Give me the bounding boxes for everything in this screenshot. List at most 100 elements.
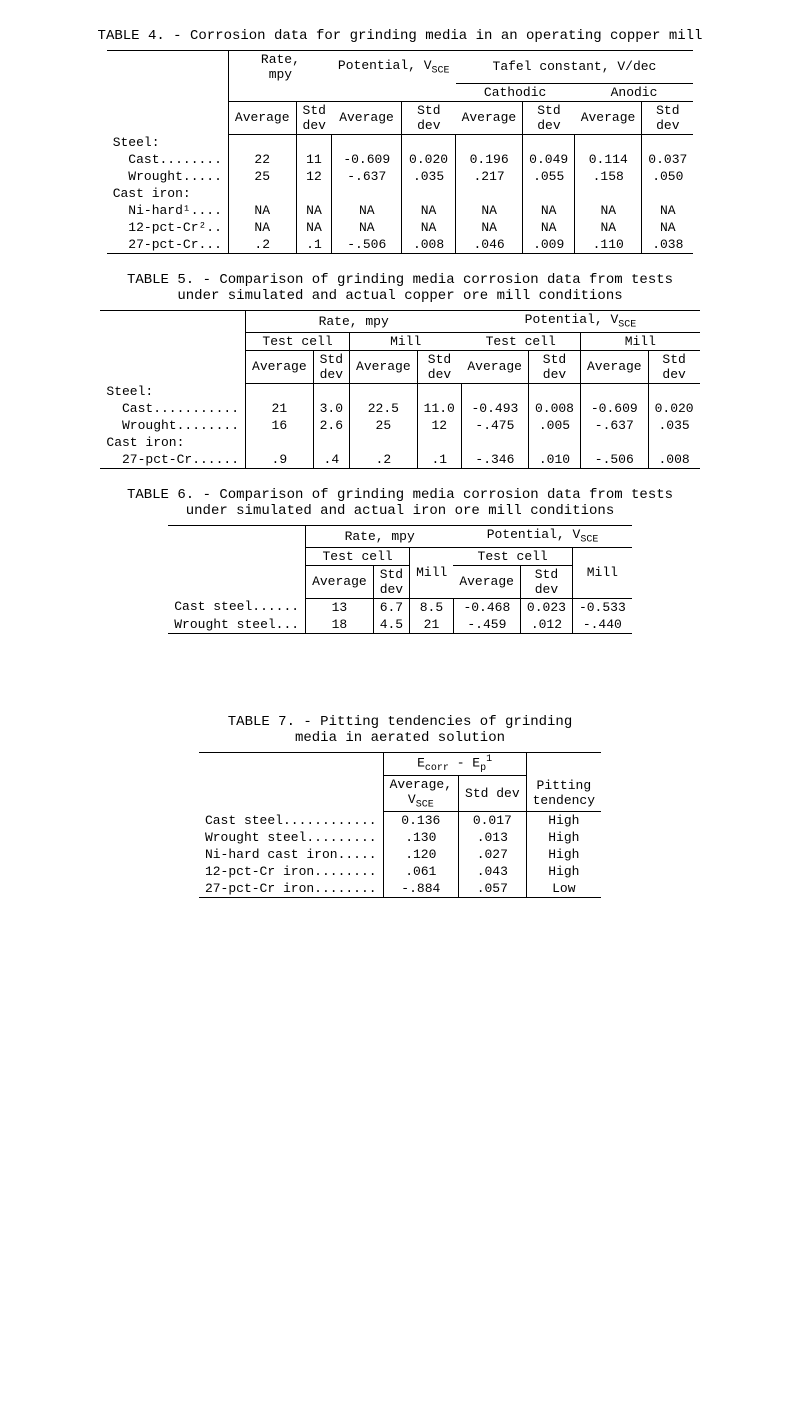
- table-cell: .1: [417, 451, 461, 469]
- table-cell: [461, 434, 528, 451]
- table-cell: High: [526, 829, 601, 846]
- table-cell: [246, 434, 314, 451]
- table-cell: -.506: [332, 236, 402, 254]
- table-cell: [417, 434, 461, 451]
- table-cell: 22: [228, 151, 296, 168]
- table-cell: -.346: [461, 451, 528, 469]
- table6-title: TABLE 6. - Comparison of grinding media …: [12, 487, 788, 519]
- table-row-label: Wrought steel.........: [199, 829, 383, 846]
- table-cell: [648, 383, 700, 400]
- table-cell: [580, 383, 648, 400]
- table-cell: .110: [575, 236, 642, 254]
- table-cell: NA: [296, 219, 332, 236]
- table-cell: 3.0: [313, 400, 349, 417]
- t6-h-pot: Potential, VSCE: [453, 526, 631, 548]
- t7-h-avg: Average, VSCE: [383, 775, 458, 812]
- table-cell: NA: [296, 202, 332, 219]
- t4-h-rate: Rate, mpy: [228, 51, 332, 84]
- table-cell: High: [526, 863, 601, 880]
- table-cell: .158: [575, 168, 642, 185]
- table-cell: 0.136: [383, 812, 458, 830]
- table5-title: TABLE 5. - Comparison of grinding media …: [12, 272, 788, 304]
- table-cell: [350, 434, 418, 451]
- table-cell: .043: [459, 863, 527, 880]
- table-cell: -0.533: [572, 598, 631, 616]
- table-cell: NA: [402, 202, 456, 219]
- t4-h-cathodic: Cathodic: [456, 83, 575, 101]
- t4-h-pot: Potential, VSCE: [332, 51, 456, 84]
- table-cell: .2: [350, 451, 418, 469]
- table-row-label: Ni-hard¹....: [107, 202, 229, 219]
- table-cell: 11: [296, 151, 332, 168]
- table-cell: .013: [459, 829, 527, 846]
- table-row-label: 12-pct-Cr iron........: [199, 863, 383, 880]
- table-cell: .010: [528, 451, 580, 469]
- table-cell: NA: [402, 219, 456, 236]
- table-cell: [528, 383, 580, 400]
- table-cell: .050: [642, 168, 694, 185]
- table-cell: [296, 185, 332, 202]
- table-cell: .035: [402, 168, 456, 185]
- table-cell: [313, 434, 349, 451]
- table-cell: .005: [528, 417, 580, 434]
- table-cell: [523, 134, 575, 151]
- table-cell: .2: [228, 236, 296, 254]
- table-cell: 25: [228, 168, 296, 185]
- table-cell: .061: [383, 863, 458, 880]
- table-cell: 0.020: [402, 151, 456, 168]
- table-cell: 18: [306, 616, 374, 634]
- table7-title: TABLE 7. - Pitting tendencies of grindin…: [12, 714, 788, 746]
- table-cell: NA: [642, 202, 694, 219]
- table-cell: 16: [246, 417, 314, 434]
- table-cell: -.475: [461, 417, 528, 434]
- table5: Rate, mpy Potential, VSCE Test cell Mill…: [100, 310, 699, 469]
- table-cell: 12: [296, 168, 332, 185]
- table-cell: NA: [456, 202, 523, 219]
- table-cell: 21: [410, 616, 454, 634]
- table-row-label: 27-pct-Cr......: [100, 451, 245, 469]
- table-row-label: Cast steel............: [199, 812, 383, 830]
- table-cell: [228, 185, 296, 202]
- table-cell: 2.6: [313, 417, 349, 434]
- table-cell: -.637: [580, 417, 648, 434]
- table-cell: .055: [523, 168, 575, 185]
- table-cell: Low: [526, 880, 601, 898]
- table-cell: .4: [313, 451, 349, 469]
- table-cell: NA: [575, 202, 642, 219]
- table-cell: .012: [520, 616, 572, 634]
- table-cell: [648, 434, 700, 451]
- table-cell: [575, 185, 642, 202]
- table-row-label: 27-pct-Cr...: [107, 236, 229, 254]
- table-cell: [402, 185, 456, 202]
- table-row-label: Cast steel......: [168, 598, 305, 616]
- table-cell: -.884: [383, 880, 458, 898]
- table6: Rate, mpy Potential, VSCE Test cell Mill…: [168, 525, 632, 634]
- table-cell: [402, 134, 456, 151]
- table-cell: NA: [523, 202, 575, 219]
- table-cell: 0.196: [456, 151, 523, 168]
- table-cell: -.459: [453, 616, 520, 634]
- table-cell: NA: [456, 219, 523, 236]
- table-cell: .035: [648, 417, 700, 434]
- table-cell: [461, 383, 528, 400]
- table-cell: NA: [228, 202, 296, 219]
- table-cell: [313, 383, 349, 400]
- table-row-label: Steel:: [107, 134, 229, 151]
- table-cell: 13: [306, 598, 374, 616]
- table-cell: [575, 134, 642, 151]
- table4: Rate, mpy Potential, VSCE Tafel constant…: [107, 50, 694, 254]
- table-cell: -0.609: [332, 151, 402, 168]
- table-cell: [580, 434, 648, 451]
- table-row-label: Wrought steel...: [168, 616, 305, 634]
- table-cell: 21: [246, 400, 314, 417]
- t5-h-rate: Rate, mpy: [246, 311, 462, 333]
- table-cell: [528, 434, 580, 451]
- table-cell: 4.5: [373, 616, 409, 634]
- table-cell: 0.008: [528, 400, 580, 417]
- t7-h-diff: Ecorr - Ep1: [383, 752, 526, 775]
- table-row-label: Cast...........: [100, 400, 245, 417]
- table-cell: High: [526, 812, 601, 830]
- table-cell: -0.609: [580, 400, 648, 417]
- table-cell: [417, 383, 461, 400]
- t5-h-pot: Potential, VSCE: [461, 311, 699, 333]
